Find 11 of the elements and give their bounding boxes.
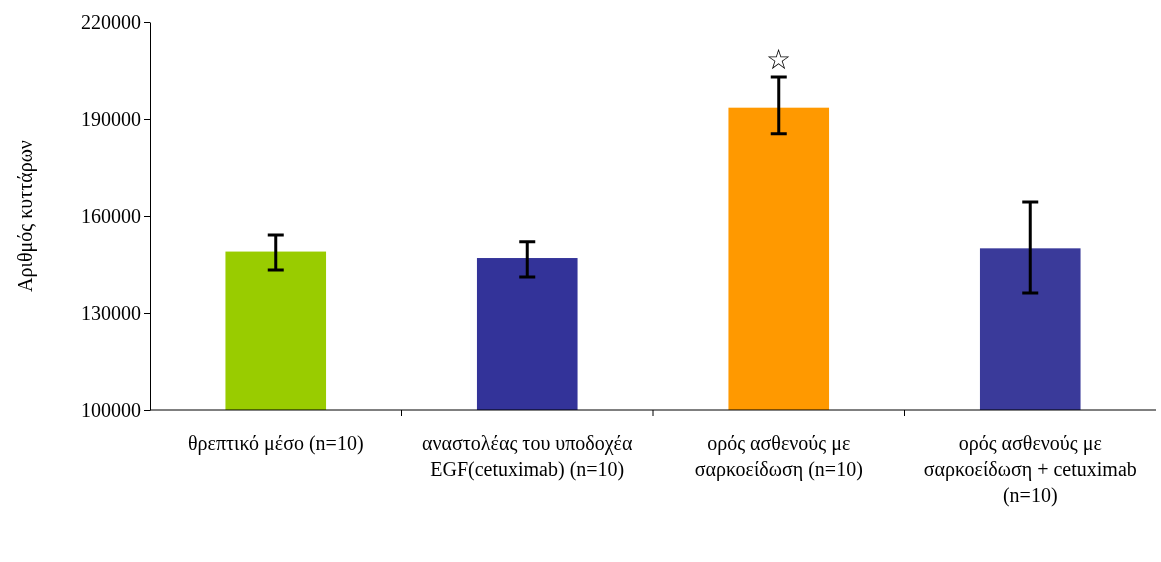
x-tick-label: ορός ασθενούς με σαρκοείδωση (n=10) xyxy=(694,432,863,481)
y-tick-label: 160000 xyxy=(81,204,141,227)
x-tick-label: θρεπτικό μέσο (n=10) xyxy=(187,432,364,455)
x-tick-label: ορός ασθενούς με σαρκοείδωση + cetuximab (n=10) xyxy=(923,432,1137,507)
x-tick-label: αναστολέας του υποδοχέα EGF(cetuximab) (n=10) xyxy=(422,432,633,481)
y-tick-label: 130000 xyxy=(81,301,141,324)
y-axis-title: Αριθμός κυττάρων xyxy=(14,140,37,292)
y-tick-label: 100000 xyxy=(81,398,141,421)
y-tick-label: 220000 xyxy=(81,10,141,33)
annotation: ☆ xyxy=(766,43,792,75)
y-tick-label: 190000 xyxy=(81,107,141,130)
